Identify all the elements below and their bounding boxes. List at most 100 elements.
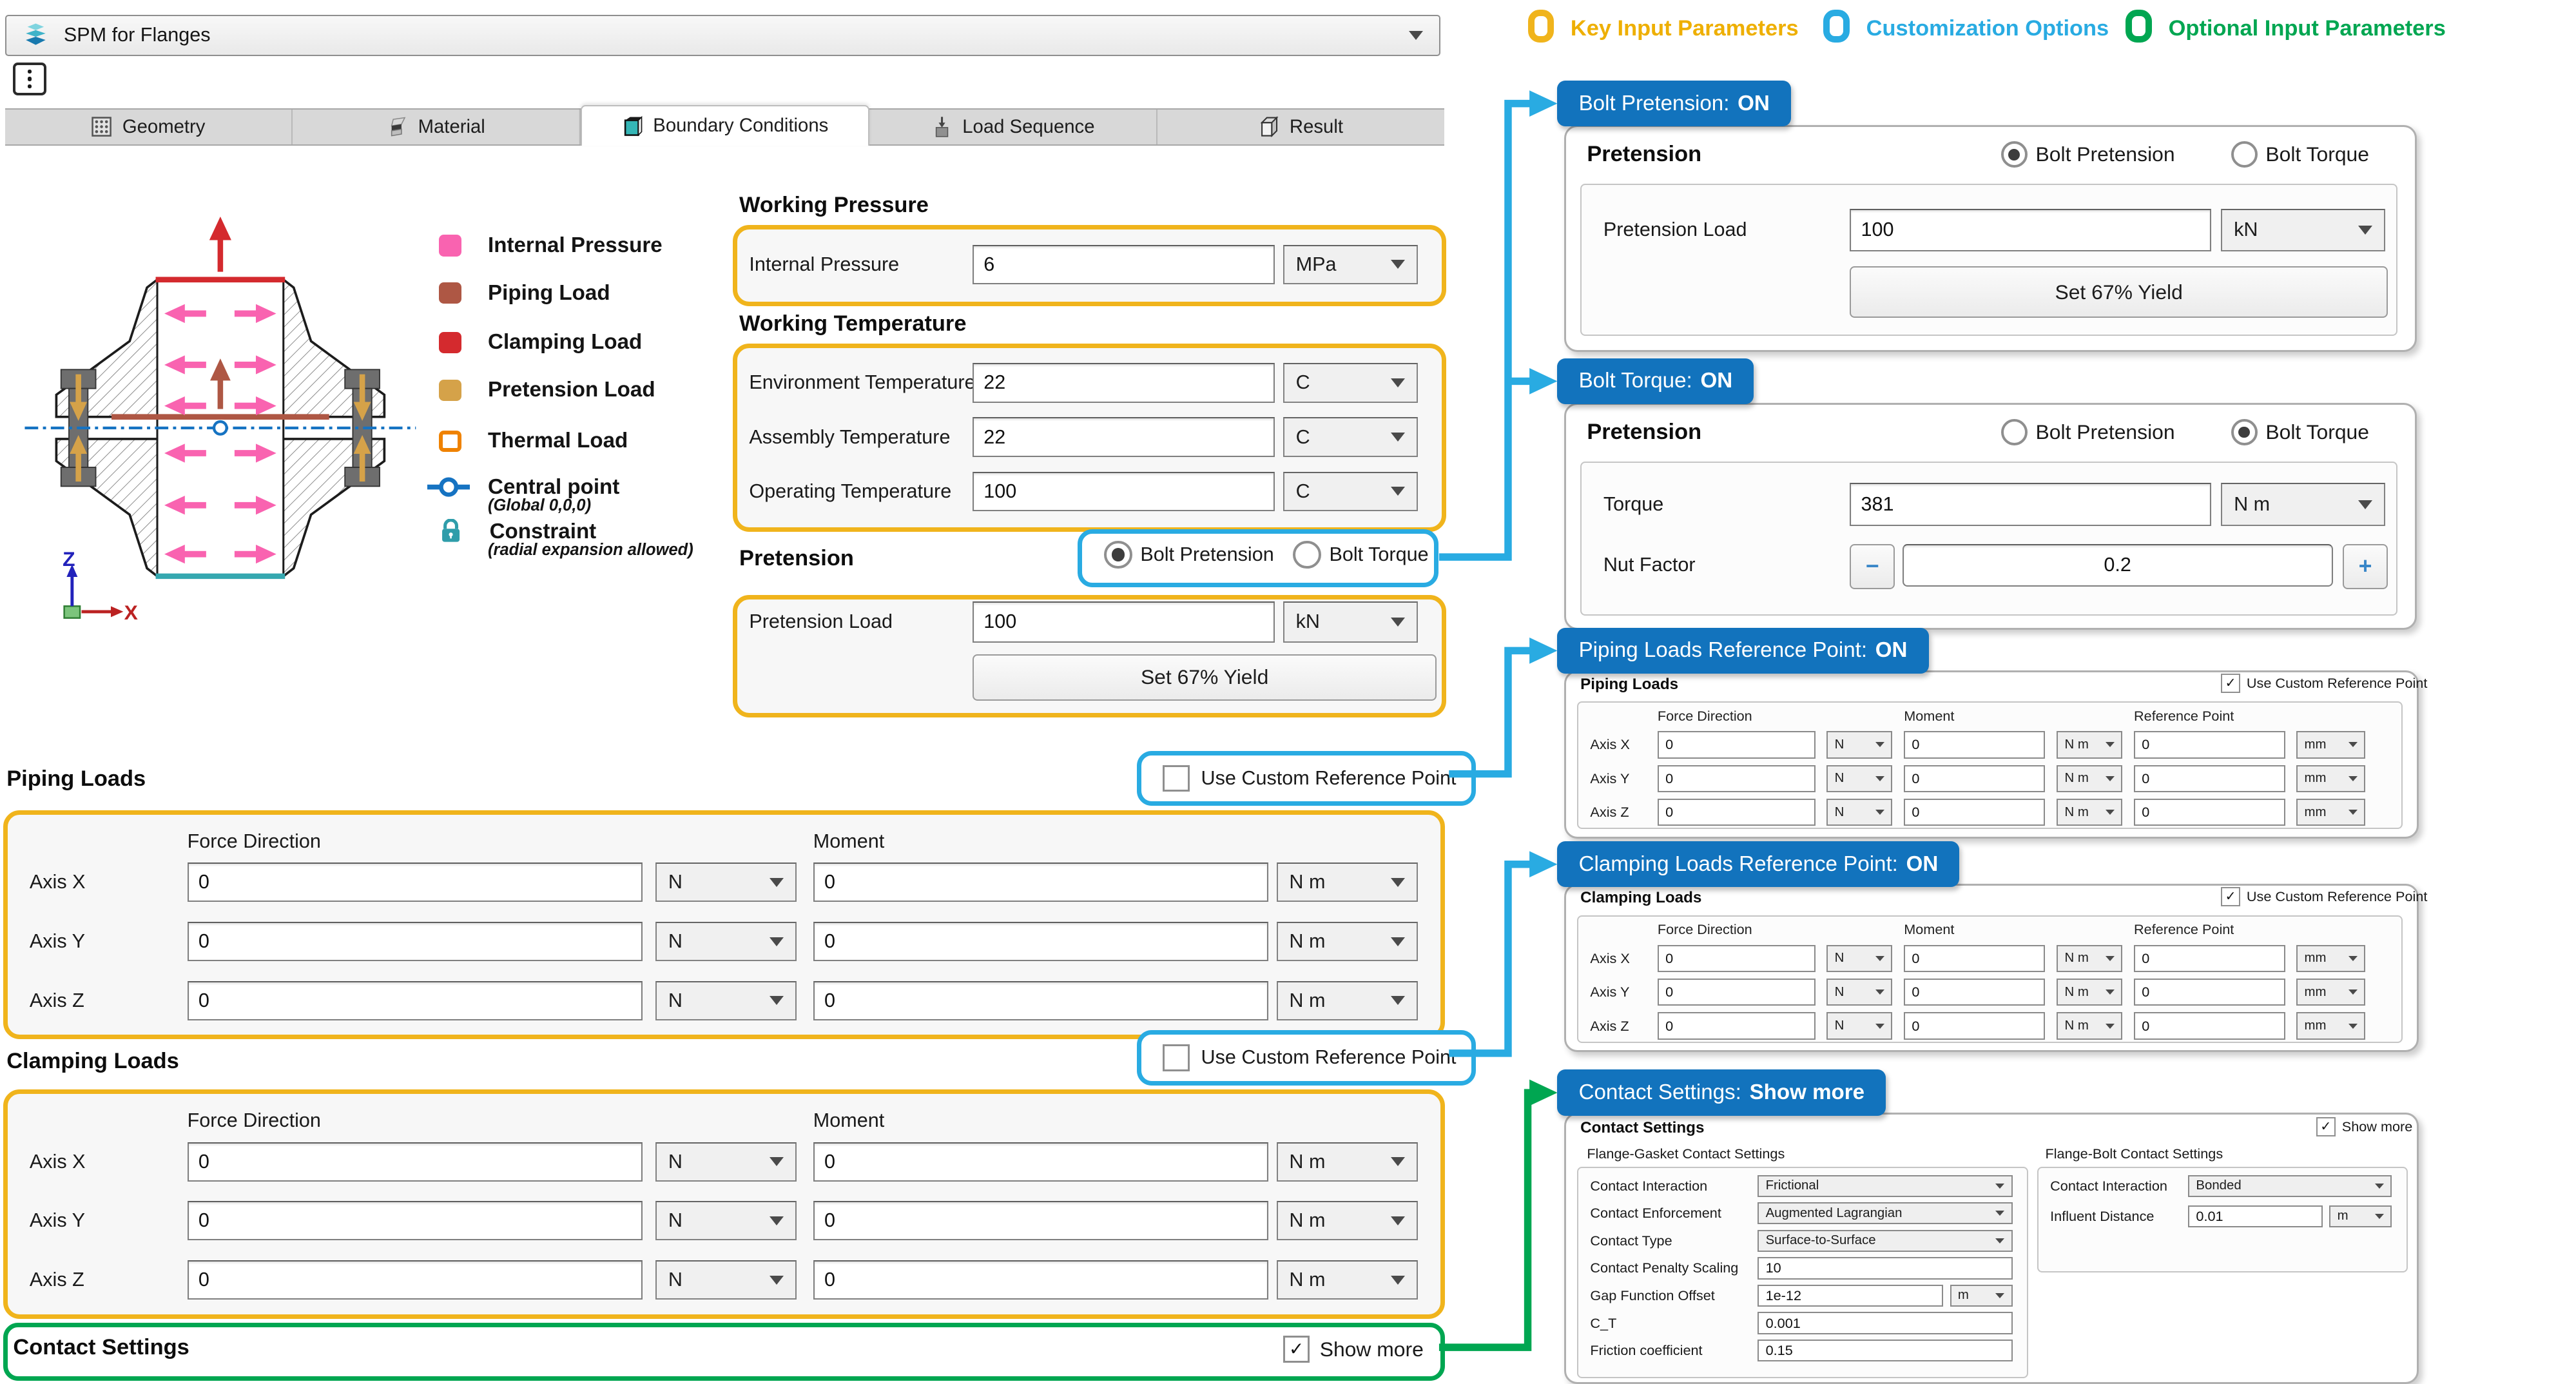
p3-z-ref-input[interactable]: 0 xyxy=(2134,799,2285,826)
piping-y-force-unit-select[interactable]: N xyxy=(655,921,797,962)
piping-custom-ref-checkbox[interactable]: Use Custom Reference Point xyxy=(1136,750,1477,806)
p4-x-force-input[interactable]: 0 xyxy=(1657,944,1816,972)
p4-y-ref-unit-select[interactable]: mm xyxy=(2296,979,2366,1006)
p4-z-ref-unit-select[interactable]: mm xyxy=(2296,1012,2366,1040)
p3-z-force-input[interactable]: 0 xyxy=(1657,799,1816,826)
p4-y-force-input[interactable]: 0 xyxy=(1657,979,1816,1006)
clamping-z-force-input[interactable]: 0 xyxy=(187,1260,643,1300)
p4-z-force-unit-select[interactable]: N xyxy=(1826,1012,1893,1040)
gap-function-offset-input[interactable]: 1e-12 xyxy=(1758,1284,1944,1307)
gap-offset-unit-select[interactable]: m xyxy=(1950,1284,2013,1307)
bolt-pretension-radio[interactable]: Bolt Pretension xyxy=(1103,540,1274,569)
internal-pressure-unit-select[interactable]: MPa xyxy=(1283,244,1418,284)
friction-coefficient-input[interactable]: 0.15 xyxy=(1758,1339,2013,1362)
clamping-x-moment-unit-select[interactable]: N m xyxy=(1276,1142,1418,1182)
tab-load-sequence[interactable]: Load Sequence xyxy=(869,110,1157,144)
p3-x-ref-input[interactable]: 0 xyxy=(2134,731,2285,759)
piping-x-moment-unit-select[interactable]: N m xyxy=(1276,863,1418,902)
clamping-z-moment-input[interactable]: 0 xyxy=(813,1260,1268,1300)
piping-y-moment-input[interactable]: 0 xyxy=(813,921,1268,962)
assembly-temperature-input[interactable]: 22 xyxy=(973,417,1275,457)
torque-input[interactable]: 381 xyxy=(1850,483,2211,526)
panel1-bolt-torque-radio[interactable]: Bolt Torque xyxy=(2231,141,2369,168)
contact-type-select[interactable]: Surface-to-Surface xyxy=(1758,1229,2013,1252)
clamping-x-force-input[interactable]: 0 xyxy=(187,1142,643,1182)
p3-y-force-input[interactable]: 0 xyxy=(1657,765,1816,792)
operating-temperature-input[interactable]: 100 xyxy=(973,471,1275,511)
p4-x-ref-unit-select[interactable]: mm xyxy=(2296,944,2366,972)
piping-x-moment-input[interactable]: 0 xyxy=(813,863,1268,902)
assembly-temperature-unit-select[interactable]: C xyxy=(1283,417,1418,457)
influent-distance-input[interactable]: 0.01 xyxy=(2188,1205,2323,1228)
clamping-x-force-unit-select[interactable]: N xyxy=(655,1142,797,1182)
contact-penalty-input[interactable]: 10 xyxy=(1758,1257,2013,1280)
p4-x-force-unit-select[interactable]: N xyxy=(1826,944,1893,972)
p3-x-moment-unit-select[interactable]: N m xyxy=(2057,731,2123,759)
piping-z-force-unit-select[interactable]: N xyxy=(655,980,797,1020)
tab-result[interactable]: Result xyxy=(1157,110,1444,144)
p3-y-ref-input[interactable]: 0 xyxy=(2134,765,2285,792)
pretension-load-input[interactable]: 100 xyxy=(973,601,1275,643)
environment-temperature-input[interactable]: 22 xyxy=(973,363,1275,403)
environment-temperature-unit-select[interactable]: C xyxy=(1283,363,1418,403)
piping-y-moment-unit-select[interactable]: N m xyxy=(1276,921,1418,962)
p4-y-force-unit-select[interactable]: N xyxy=(1826,979,1893,1006)
p3-x-force-unit-select[interactable]: N xyxy=(1826,731,1893,759)
influent-distance-unit-select[interactable]: m xyxy=(2329,1205,2392,1228)
nut-factor-decrement-button[interactable]: − xyxy=(1850,543,1895,589)
clamping-y-force-unit-select[interactable]: N xyxy=(655,1201,797,1241)
bolt-contact-interaction-select[interactable]: Bonded xyxy=(2188,1174,2392,1197)
pretension-load-unit-select[interactable]: kN xyxy=(1283,601,1418,643)
app-selector-dropdown[interactable]: SPM for Flanges xyxy=(5,14,1441,56)
panel1-bolt-pretension-radio[interactable]: Bolt Pretension xyxy=(2000,141,2175,168)
p3-z-force-unit-select[interactable]: N xyxy=(1826,799,1893,826)
clamping-y-force-input[interactable]: 0 xyxy=(187,1201,643,1241)
p3-z-moment-unit-select[interactable]: N m xyxy=(2057,799,2123,826)
panel1-set-yield-button[interactable]: Set 67% Yield xyxy=(1850,266,2388,318)
clamping-x-moment-input[interactable]: 0 xyxy=(813,1142,1268,1182)
p4-z-ref-input[interactable]: 0 xyxy=(2134,1012,2285,1040)
clamping-y-moment-input[interactable]: 0 xyxy=(813,1201,1268,1241)
panel2-bolt-torque-radio[interactable]: Bolt Torque xyxy=(2231,418,2369,446)
p3-y-force-unit-select[interactable]: N xyxy=(1826,765,1893,792)
p4-x-moment-unit-select[interactable]: N m xyxy=(2057,944,2123,972)
contact-enforcement-select[interactable]: Augmented Lagrangian xyxy=(1758,1202,2013,1225)
piping-x-force-unit-select[interactable]: N xyxy=(655,863,797,902)
tab-geometry[interactable]: Geometry xyxy=(5,110,293,144)
p4-y-moment-unit-select[interactable]: N m xyxy=(2057,979,2123,1006)
piping-y-force-input[interactable]: 0 xyxy=(187,921,643,962)
ct-input[interactable]: 0.001 xyxy=(1758,1312,2013,1334)
operating-temperature-unit-select[interactable]: C xyxy=(1283,471,1418,511)
p4-x-ref-input[interactable]: 0 xyxy=(2134,944,2285,972)
panel1-pretension-load-unit-select[interactable]: kN xyxy=(2221,208,2386,251)
p3-z-moment-input[interactable]: 0 xyxy=(1904,799,2046,826)
p3-y-ref-unit-select[interactable]: mm xyxy=(2296,765,2366,792)
clamping-z-moment-unit-select[interactable]: N m xyxy=(1276,1260,1418,1300)
panel1-pretension-load-input[interactable]: 100 xyxy=(1850,208,2211,251)
piping-z-moment-input[interactable]: 0 xyxy=(813,980,1268,1020)
tab-boundary-conditions[interactable]: Boundary Conditions xyxy=(580,104,870,146)
show-more-checkbox[interactable]: Show more xyxy=(1283,1336,1424,1363)
set-yield-button[interactable]: Set 67% Yield xyxy=(973,654,1437,701)
p4-y-ref-input[interactable]: 0 xyxy=(2134,979,2285,1006)
panel5-show-more-checkbox[interactable]: Show more xyxy=(2316,1117,2412,1136)
tab-material[interactable]: Material xyxy=(293,110,581,144)
p3-x-moment-input[interactable]: 0 xyxy=(1904,731,2046,759)
piping-z-moment-unit-select[interactable]: N m xyxy=(1276,980,1418,1020)
p3-y-moment-input[interactable]: 0 xyxy=(1904,765,2046,792)
nut-factor-increment-button[interactable]: + xyxy=(2342,543,2388,589)
nut-factor-input[interactable]: 0.2 xyxy=(1902,543,2333,587)
panel4-custom-ref-checkbox[interactable]: Use Custom Reference Point xyxy=(2221,887,2427,906)
clamping-z-force-unit-select[interactable]: N xyxy=(655,1260,797,1300)
p4-y-moment-input[interactable]: 0 xyxy=(1904,979,2046,1006)
p3-z-ref-unit-select[interactable]: mm xyxy=(2296,799,2366,826)
kebab-menu-button[interactable] xyxy=(13,62,46,96)
gasket-contact-interaction-select[interactable]: Frictional xyxy=(1758,1174,2013,1197)
torque-unit-select[interactable]: N m xyxy=(2221,483,2386,526)
p4-z-moment-input[interactable]: 0 xyxy=(1904,1012,2046,1040)
p3-y-moment-unit-select[interactable]: N m xyxy=(2057,765,2123,792)
panel2-bolt-pretension-radio[interactable]: Bolt Pretension xyxy=(2000,418,2175,446)
internal-pressure-input[interactable]: 6 xyxy=(973,244,1275,284)
panel3-custom-ref-checkbox[interactable]: Use Custom Reference Point xyxy=(2221,674,2427,693)
clamping-custom-ref-checkbox[interactable]: Use Custom Reference Point xyxy=(1136,1030,1477,1086)
